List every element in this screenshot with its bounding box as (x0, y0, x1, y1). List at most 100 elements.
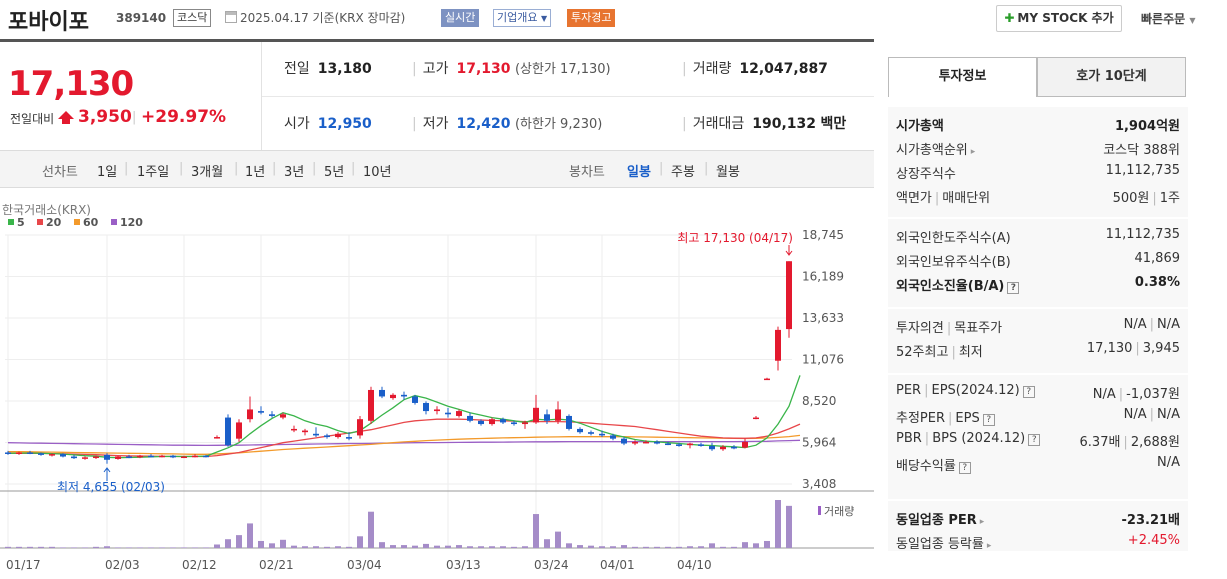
info-value: -23.21배 (1121, 513, 1180, 528)
volume-bar (247, 523, 253, 548)
candle-body (27, 452, 33, 454)
divider: | (312, 161, 317, 176)
period-3y[interactable]: 3년 (284, 165, 305, 180)
candle-body (753, 417, 759, 420)
period-toolbar: 선차트 1일 | 1주일 | 3개월 | 1년 | 3년 | 5년 | 10년 … (0, 150, 874, 188)
info-row[interactable]: 추정PER | EPS? N/A | N/A (896, 407, 1180, 427)
candle-body (280, 414, 286, 418)
info-row[interactable]: 시가총액순위 ▸ 코스닥 388위 (896, 139, 1180, 159)
period-10y[interactable]: 10년 (363, 165, 392, 180)
line-chart-label: 선차트 (42, 165, 78, 180)
volume-bar (467, 546, 473, 548)
info-value: 41,869 (1134, 251, 1181, 266)
x-tick-label: 04/01 (600, 558, 635, 572)
volume-bar (280, 539, 286, 548)
candle-body (566, 415, 572, 429)
volume-bar (93, 546, 99, 548)
help-icon[interactable]: ? (1022, 386, 1035, 398)
candle-body (687, 443, 693, 446)
info-row[interactable]: 배당수익률? N/A (896, 455, 1180, 475)
info-row[interactable]: 동일업종 PER ▸ -23.21배 (896, 509, 1180, 529)
calendar-icon (225, 11, 237, 23)
y-tick-label: 3,408 (802, 477, 836, 491)
info-row[interactable]: PBR | BPS (2024.12)? 6.37배 | 2,688원 (896, 431, 1180, 451)
info-tabs: 투자정보 호가 10단계 (888, 57, 1188, 97)
volume-bar (588, 545, 594, 548)
volume-bar (720, 546, 726, 548)
info-key: 액면가 | 매매단위 (896, 191, 991, 206)
divider: | (704, 161, 709, 176)
help-icon[interactable]: ? (1007, 282, 1020, 294)
volume-bar (533, 514, 539, 548)
y-tick-label: 5,964 (802, 436, 836, 450)
volume-bar (412, 545, 418, 548)
help-icon[interactable]: ? (982, 414, 995, 426)
period-1y[interactable]: 1년 (245, 165, 266, 180)
info-row[interactable]: 외국인소진율(B/A)? 0.38% (896, 275, 1180, 295)
period-5y[interactable]: 5년 (324, 165, 345, 180)
candle-body (445, 412, 451, 415)
candle-body (60, 454, 66, 457)
volume-bar (159, 547, 165, 548)
candle-body (676, 444, 682, 446)
help-icon[interactable]: ? (958, 462, 971, 474)
legend-swatch (74, 219, 80, 225)
chevron-right-icon: ▸ (986, 541, 992, 551)
volume-bar (225, 539, 231, 548)
tab-orderbook[interactable]: 호가 10단계 (1037, 57, 1186, 97)
candle-body (5, 452, 11, 454)
candle-daily[interactable]: 일봉 (627, 165, 651, 180)
volume-bar (170, 547, 176, 548)
info-row[interactable]: 동일업종 등락률 ▸ +2.45% (896, 533, 1180, 553)
open-price: 시가 12,950 (284, 116, 372, 132)
prev-close: 전일 13,180 (284, 61, 372, 77)
volume-bar (115, 547, 121, 548)
volume-bar (786, 505, 792, 548)
candle-chart-svg: 18,745 16,189 13,633 11,076 8,520 5,964 3,408 0… (0, 188, 874, 575)
info-key: 외국인보유주식수(B) (896, 255, 1011, 270)
period-3m[interactable]: 3개월 (191, 165, 224, 180)
period-1d[interactable]: 1일 (97, 165, 118, 180)
candle-body (720, 446, 726, 450)
volume-bar (665, 546, 671, 548)
volume-bar (753, 543, 759, 548)
volume-bar (5, 546, 11, 548)
candle-monthly[interactable]: 월봉 (716, 165, 740, 180)
candle-body (368, 389, 374, 421)
info-row: 52주최고 | 최저 17,130 | 3,945 (896, 341, 1180, 361)
period-1w[interactable]: 1주일 (137, 165, 170, 180)
volume-bar (500, 546, 506, 548)
info-key: 상장주식수 (896, 167, 956, 182)
volume-bar (764, 540, 770, 548)
divider: | (351, 161, 356, 176)
y-tick-label: 11,076 (802, 353, 844, 367)
candle-body (599, 433, 605, 436)
y-tick-label: 18,745 (802, 228, 844, 242)
legend-swatch (111, 219, 117, 225)
volume-bar (60, 547, 66, 548)
candle-body (192, 455, 198, 458)
volume-bar (181, 547, 187, 548)
info-row[interactable]: PER | EPS(2024.12)? N/A | -1,037원 (896, 383, 1180, 403)
help-icon[interactable]: ? (1028, 434, 1041, 446)
live-button[interactable]: 실시간 (441, 9, 480, 27)
header-divider (0, 39, 874, 42)
change-label: 전일대비 (10, 112, 55, 126)
x-tick-label: 02/21 (259, 558, 294, 572)
corp-info-dropdown[interactable]: 기업개요 ▼ (493, 9, 552, 27)
quote-row: 시가 12,950 | 저가 12,420 (하한가 9,230) | 거래대금 190,… (262, 96, 874, 150)
info-section: 시가총액 1,904억원 시가총액순위 ▸ 코스닥 388위 상장주식수 11,112,73… (888, 107, 1188, 217)
candle-body (577, 428, 583, 433)
info-key: PER | EPS(2024.12)? (896, 383, 1035, 398)
tab-invest-info[interactable]: 투자정보 (888, 57, 1037, 97)
volume-bar (126, 547, 132, 548)
warning-badge[interactable]: 투자경고 (567, 9, 616, 27)
candle-body (126, 456, 132, 459)
candle-weekly[interactable]: 주봉 (671, 165, 695, 180)
quote-panel: 전일 13,180 | 고가 17,130 (상한가 17,130) | 거래량 12,0… (262, 42, 874, 150)
legend-label: 20 (46, 216, 62, 229)
volume-bar (357, 536, 363, 548)
add-mystock-button[interactable]: ✚ MY STOCK 추가 (996, 5, 1122, 32)
quick-order-dropdown[interactable]: 빠른주문 ▼ (1141, 12, 1196, 26)
